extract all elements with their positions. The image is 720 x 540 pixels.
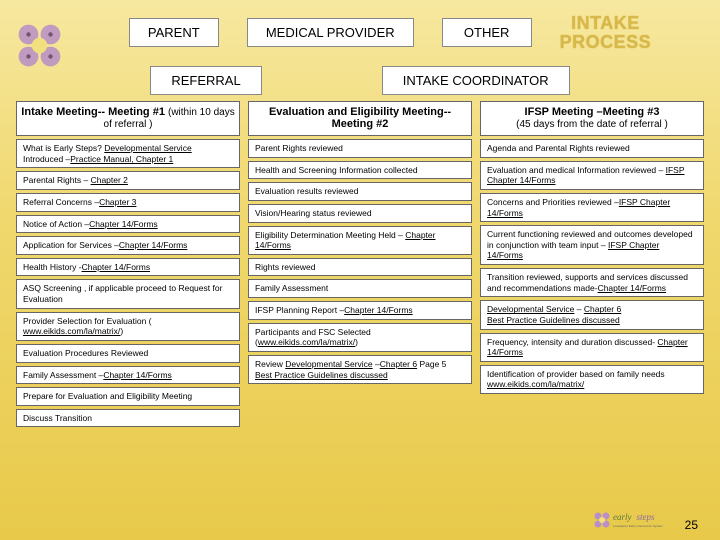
column-evaluation-eligibility: Evaluation and Eligibility Meeting-- Mee…	[248, 101, 472, 428]
col1-cell: ASQ Screening , if applicable proceed to…	[16, 279, 240, 308]
box-other: OTHER	[442, 18, 532, 47]
col3-cell: Identification of provider based on fami…	[480, 365, 704, 394]
svg-text:Louisiana's Early Intervention: Louisiana's Early Intervention System	[613, 524, 663, 528]
col1-cell: Application for Services –Chapter 14/For…	[16, 236, 240, 255]
col2-cell: Vision/Hearing status reviewed	[248, 204, 472, 223]
col2-cell: Rights reviewed	[248, 258, 472, 277]
box-parent: PARENT	[129, 18, 219, 47]
page-title: INTAKE PROCESS	[560, 14, 652, 52]
col2-cell: Evaluation results reviewed	[248, 182, 472, 201]
col3-cell: Current functioning reviewed and outcome…	[480, 225, 704, 265]
column-ifsp-meeting: IFSP Meeting –Meeting #3(45 days from th…	[480, 101, 704, 428]
col3-cell: Developmental Service – Chapter 6Best Pr…	[480, 300, 704, 329]
process-columns: Intake Meeting-- Meeting #1 (within 10 d…	[0, 101, 720, 436]
box-medical-provider: MEDICAL PROVIDER	[247, 18, 414, 47]
col2-cell: Eligibility Determination Meeting Held –…	[248, 226, 472, 255]
col3-cell: Evaluation and medical Information revie…	[480, 161, 704, 190]
column-intake-meeting: Intake Meeting-- Meeting #1 (within 10 d…	[16, 101, 240, 428]
svg-text:steps: steps	[636, 512, 654, 522]
col1-cell: Discuss Transition	[16, 409, 240, 428]
col3-cell: Concerns and Priorities reviewed –IFSP C…	[480, 193, 704, 222]
box-intake-coordinator: INTAKE COORDINATOR	[382, 66, 570, 95]
col2-cell: Review Developmental Service –Chapter 6 …	[248, 355, 472, 384]
column-head-1: Intake Meeting-- Meeting #1 (within 10 d…	[16, 101, 240, 136]
col3-cell: Agenda and Parental Rights reviewed	[480, 139, 704, 158]
col1-cell: Provider Selection for Evaluation ( www.…	[16, 312, 240, 341]
col1-cell: Prepare for Evaluation and Eligibility M…	[16, 387, 240, 406]
col2-cell: IFSP Planning Report –Chapter 14/Forms	[248, 301, 472, 320]
col1-cell: Evaluation Procedures Reviewed	[16, 344, 240, 363]
col2-cell: Health and Screening Information collect…	[248, 161, 472, 180]
col1-cell: Family Assessment –Chapter 14/Forms	[16, 366, 240, 385]
col3-cell: Transition reviewed, supports and servic…	[480, 268, 704, 297]
col1-cell: Health History -Chapter 14/Forms	[16, 258, 240, 277]
col2-cell: Participants and FSC Selected (www.eikid…	[248, 323, 472, 352]
svg-text:early: early	[613, 512, 632, 522]
col1-cell: Notice of Action –Chapter 14/Forms	[16, 215, 240, 234]
col1-cell: Parental Rights – Chapter 2	[16, 171, 240, 190]
footer: early steps Louisiana's Early Interventi…	[589, 506, 698, 532]
earlysteps-logo: early steps Louisiana's Early Interventi…	[589, 506, 679, 532]
col1-cell: Referral Concerns –Chapter 3	[16, 193, 240, 212]
mid-row: REFERRAL INTAKE COORDINATOR	[0, 58, 720, 101]
box-referral: REFERRAL	[150, 66, 261, 95]
col2-cell: Family Assessment	[248, 279, 472, 298]
column-head-2: Evaluation and Eligibility Meeting-- Mee…	[248, 101, 472, 136]
col3-cell: Frequency, intensity and duration discus…	[480, 333, 704, 362]
top-source-row: PARENT MEDICAL PROVIDER OTHER INTAKE PRO…	[0, 0, 720, 58]
column-head-3: IFSP Meeting –Meeting #3(45 days from th…	[480, 101, 704, 136]
page-number: 25	[685, 518, 698, 532]
col2-cell: Parent Rights reviewed	[248, 139, 472, 158]
col1-cell: What is Early Steps? Developmental Servi…	[16, 139, 240, 168]
